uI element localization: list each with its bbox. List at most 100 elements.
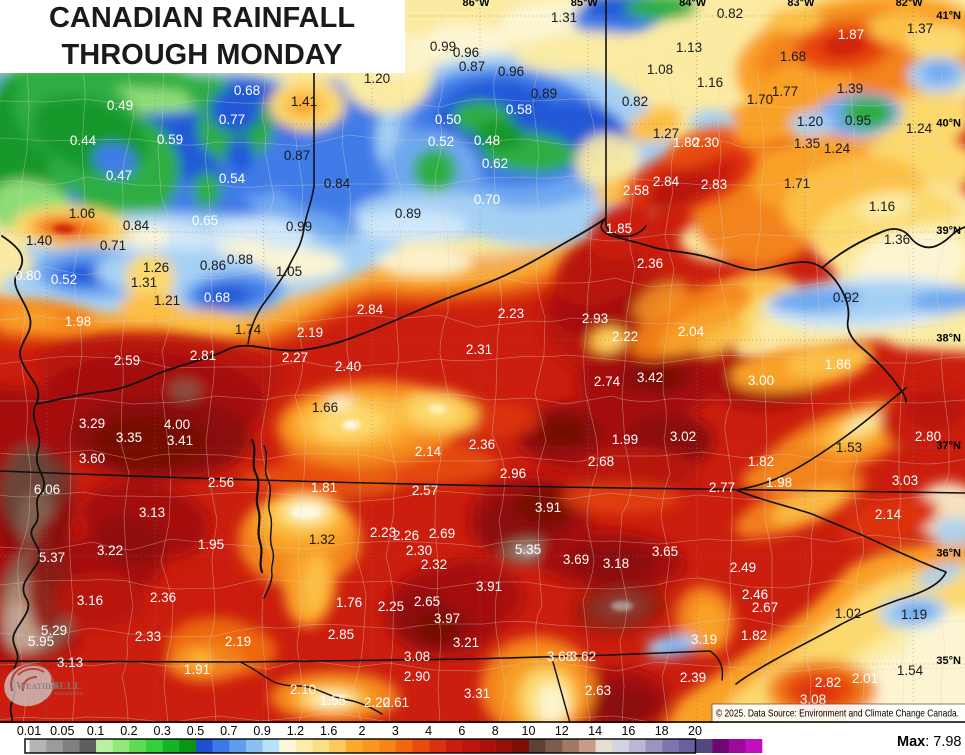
svg-text:0.95: 0.95 (845, 113, 871, 128)
svg-text:1.55: 1.55 (320, 693, 346, 708)
svg-text:3.18: 3.18 (603, 556, 629, 571)
svg-text:2.14: 2.14 (415, 444, 442, 459)
svg-text:1.08: 1.08 (647, 62, 673, 77)
svg-text:39°N: 39°N (936, 225, 961, 237)
svg-text:EATHER: EATHER (26, 682, 59, 691)
svg-text:2.67: 2.67 (752, 600, 778, 615)
svg-text:0.48: 0.48 (474, 133, 500, 148)
svg-text:BELL: BELL (52, 680, 81, 692)
svg-text:5.35: 5.35 (515, 542, 541, 557)
svg-text:3.19: 3.19 (691, 632, 717, 647)
svg-text:2.61: 2.61 (383, 695, 409, 710)
svg-text:3.29: 3.29 (79, 416, 105, 431)
svg-text:0.62: 0.62 (482, 156, 508, 171)
svg-text:2.20: 2.20 (364, 695, 390, 710)
svg-text:3.62: 3.62 (570, 649, 596, 664)
svg-text:3.68: 3.68 (547, 649, 573, 664)
svg-text:1.6: 1.6 (320, 724, 337, 738)
svg-text:1.05: 1.05 (276, 264, 302, 279)
svg-text:3.41: 3.41 (167, 433, 193, 448)
svg-text:1.20: 1.20 (797, 114, 823, 129)
svg-text:12: 12 (555, 724, 569, 738)
svg-text:2.84: 2.84 (357, 302, 384, 317)
svg-text:2.23: 2.23 (370, 525, 396, 540)
svg-text:2.93: 2.93 (582, 311, 608, 326)
svg-text:2.57: 2.57 (412, 483, 438, 498)
svg-text:6.06: 6.06 (34, 482, 60, 497)
svg-text:2.82: 2.82 (815, 675, 841, 690)
svg-text:3.31: 3.31 (464, 686, 490, 701)
svg-text:1.87: 1.87 (838, 27, 864, 42)
svg-text:83°W: 83°W (787, 0, 815, 9)
svg-text:2.83: 2.83 (701, 177, 727, 192)
svg-text:2.46: 2.46 (742, 587, 768, 602)
svg-text:1.77: 1.77 (772, 84, 798, 99)
svg-text:2.30: 2.30 (406, 543, 432, 558)
svg-text:0.2: 0.2 (120, 724, 137, 738)
svg-text:86°W: 86°W (462, 0, 490, 9)
svg-text:0.1: 0.1 (87, 724, 104, 738)
svg-text:0.84: 0.84 (123, 218, 150, 233)
svg-text:2.25: 2.25 (378, 599, 404, 614)
svg-text:82°W: 82°W (896, 0, 924, 9)
svg-text:0.44: 0.44 (70, 133, 97, 148)
svg-text:0.54: 0.54 (219, 171, 246, 186)
svg-text:41°N: 41°N (936, 10, 961, 22)
svg-text:3.00: 3.00 (748, 373, 774, 388)
svg-text:1.40: 1.40 (26, 233, 52, 248)
svg-text:CANADIAN RAINFALL: CANADIAN RAINFALL (49, 2, 355, 34)
svg-text:2.27: 2.27 (282, 350, 308, 365)
svg-text:10: 10 (522, 724, 536, 738)
svg-text:3.21: 3.21 (453, 635, 479, 650)
svg-text:1.20: 1.20 (364, 71, 390, 86)
svg-text:0.80: 0.80 (15, 268, 41, 283)
svg-text:2.49: 2.49 (730, 560, 756, 575)
svg-text:35°N: 35°N (936, 655, 961, 667)
svg-text:8: 8 (492, 724, 499, 738)
svg-text:1.39: 1.39 (837, 81, 863, 96)
svg-text:0.92: 0.92 (833, 290, 859, 305)
svg-text:W: W (16, 680, 27, 692)
svg-text:5.29: 5.29 (41, 623, 67, 638)
svg-text:1.24: 1.24 (824, 141, 851, 156)
svg-text:3.13: 3.13 (139, 505, 165, 520)
svg-text:0.3: 0.3 (154, 724, 171, 738)
svg-text:0.7: 0.7 (220, 724, 237, 738)
svg-text:0.5: 0.5 (187, 724, 204, 738)
svg-text:1.74: 1.74 (235, 322, 262, 337)
svg-text:1.82: 1.82 (741, 628, 767, 643)
svg-text:0.47: 0.47 (106, 168, 132, 183)
svg-text:2.68: 2.68 (588, 454, 614, 469)
svg-text:3.35: 3.35 (116, 430, 142, 445)
svg-text:3.02: 3.02 (670, 429, 696, 444)
svg-text:2.65: 2.65 (414, 594, 440, 609)
svg-text:2.10: 2.10 (290, 682, 316, 697)
svg-text:40°N: 40°N (936, 118, 961, 130)
svg-text:1.68: 1.68 (780, 49, 806, 64)
svg-text:0.68: 0.68 (234, 83, 260, 98)
svg-text:6: 6 (458, 724, 465, 738)
svg-text:0.52: 0.52 (51, 272, 77, 287)
svg-text:2.63: 2.63 (585, 683, 611, 698)
svg-text:3.69: 3.69 (563, 552, 589, 567)
svg-text:1.41: 1.41 (291, 94, 317, 109)
svg-text:2.14: 2.14 (875, 507, 902, 522)
svg-text:1.71: 1.71 (784, 176, 810, 191)
svg-text:2.26: 2.26 (393, 528, 419, 543)
svg-text:1.16: 1.16 (869, 199, 895, 214)
svg-text:0.84: 0.84 (324, 176, 351, 191)
svg-text:1.31: 1.31 (551, 10, 577, 25)
svg-text:2.22: 2.22 (612, 329, 638, 344)
svg-text:1.98: 1.98 (65, 314, 91, 329)
svg-text:1.91: 1.91 (184, 662, 210, 677)
svg-text:2.01: 2.01 (852, 671, 878, 686)
svg-text:2.84: 2.84 (653, 174, 680, 189)
svg-text:3.13: 3.13 (57, 655, 83, 670)
svg-text:0.96: 0.96 (498, 64, 524, 79)
svg-text:3.42: 3.42 (637, 370, 663, 385)
svg-text:1.06: 1.06 (69, 206, 95, 221)
svg-text:0.99: 0.99 (430, 39, 456, 54)
svg-text:0.65: 0.65 (192, 213, 218, 228)
svg-text:0.89: 0.89 (395, 206, 421, 221)
svg-text:2.90: 2.90 (404, 669, 430, 684)
